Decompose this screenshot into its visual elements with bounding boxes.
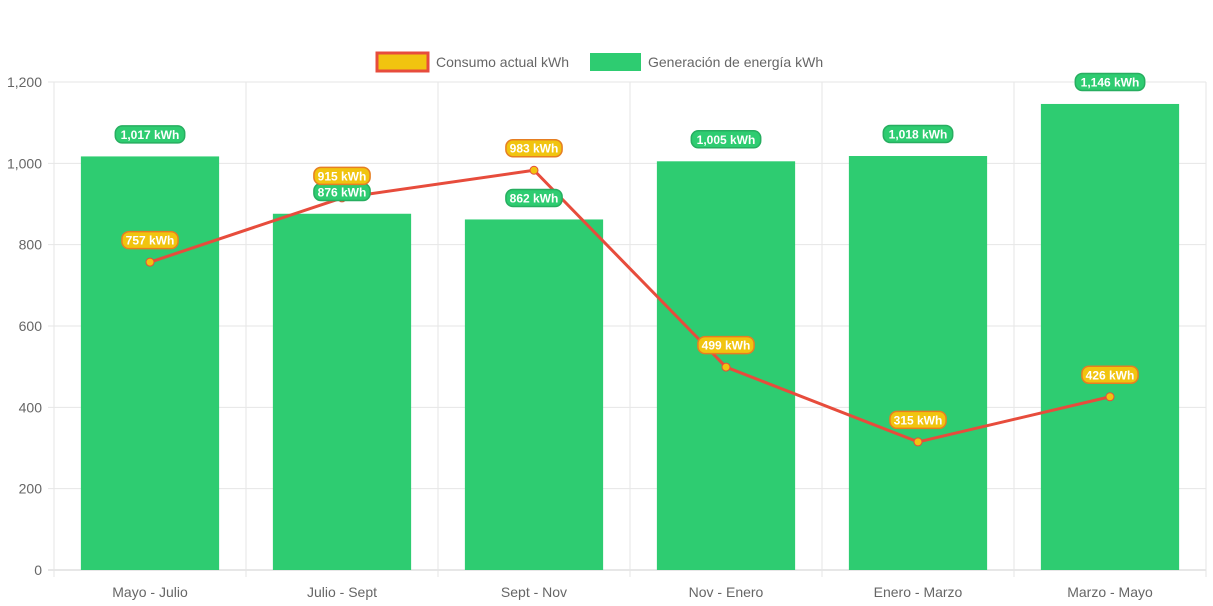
line-value-label-text: 426 kWh — [1086, 368, 1135, 382]
line-consumo — [149, 168, 1111, 444]
line-value-label-bg — [505, 138, 563, 158]
bar-generacion[interactable] — [848, 156, 988, 570]
y-tick-label: 0 — [34, 562, 42, 578]
x-tick-label: Julio - Sept — [307, 584, 377, 600]
bar-generacion[interactable] — [272, 213, 412, 570]
line-value-label-text: 499 kWh — [702, 339, 751, 353]
bar-generacion[interactable] — [1040, 103, 1180, 571]
bar-value-label: 1,146 kWh — [1074, 72, 1146, 92]
x-tick-label: Nov - Enero — [689, 584, 764, 600]
line-value-label: 915 kWh — [313, 166, 371, 186]
legend-label-generacion[interactable]: Generación de energía kWh — [648, 54, 823, 70]
line-value-label: 426 kWh — [1081, 365, 1139, 385]
bar-value-label: 862 kWh — [505, 188, 563, 208]
bar-value-label-text: 862 kWh — [510, 192, 559, 206]
grid-layer — [48, 81, 1207, 577]
bar-value-label-bg — [114, 125, 186, 144]
line-value-label-text: 915 kWh — [318, 169, 367, 183]
bar-value-label: 876 kWh — [313, 182, 371, 202]
y-tick-label: 400 — [19, 399, 43, 415]
y-tick-label: 800 — [19, 237, 43, 253]
y-tick-label: 1,000 — [7, 155, 42, 171]
legend: Consumo actual kWh Generación de energía… — [375, 51, 823, 73]
line-value-label-bg — [889, 410, 947, 430]
x-tick-label: Mayo - Julio — [112, 584, 188, 600]
bar-value-label-bg — [505, 188, 563, 208]
legend-swatch-consumo[interactable] — [375, 51, 430, 73]
bar-value-label: 1,005 kWh — [690, 130, 762, 149]
line-value-label-text: 983 kWh — [510, 142, 559, 156]
point-consumo[interactable] — [721, 362, 731, 372]
point-consumo[interactable] — [145, 257, 155, 267]
line-value-label: 983 kWh — [505, 138, 563, 158]
y-tick-label: 200 — [19, 481, 43, 497]
line-value-label: 499 kWh — [697, 335, 755, 355]
bar-value-label-text: 876 kWh — [318, 186, 367, 200]
bar-value-label-text: 1,017 kWh — [121, 128, 180, 142]
legend-label-consumo[interactable]: Consumo actual kWh — [436, 54, 569, 70]
point-consumo[interactable] — [529, 165, 539, 175]
line-value-label-text: 315 kWh — [894, 413, 943, 427]
line-value-label-text: 757 kWh — [126, 234, 175, 248]
bar-value-label-bg — [690, 130, 762, 149]
x-tick-label: Marzo - Mayo — [1067, 584, 1153, 600]
bar-generacion[interactable] — [464, 219, 604, 570]
axis-layer: 0 200 400 600 800 1,000 1,200 Mayo - Julio Julio… — [7, 74, 1153, 600]
y-tick-label: 600 — [19, 318, 43, 334]
line-value-label: 315 kWh — [889, 410, 947, 430]
x-tick-label: Enero - Marzo — [874, 584, 963, 600]
y-tick-label: 1,200 — [7, 74, 42, 90]
legend-swatch-generacion[interactable] — [590, 53, 641, 71]
bar-value-label-bg — [1074, 72, 1146, 92]
bar-value-label-text: 1,018 kWh — [889, 128, 948, 142]
line-value-label: 757 kWh — [121, 230, 179, 250]
point-consumo[interactable] — [1105, 392, 1115, 402]
x-tick-label: Sept - Nov — [501, 584, 567, 600]
point-consumo[interactable] — [913, 437, 923, 447]
bar-value-label: 1,017 kWh — [114, 125, 186, 144]
bar-value-label-text: 1,146 kWh — [1081, 75, 1140, 89]
bar-value-label: 1,018 kWh — [882, 124, 954, 144]
bar-value-label-bg — [882, 124, 954, 144]
line-value-label-bg — [697, 335, 755, 355]
bar-value-label-text: 1,005 kWh — [697, 133, 756, 147]
bar-generacion[interactable] — [80, 156, 220, 571]
line-value-label-bg — [1081, 365, 1139, 385]
data-label-layer: 1,017 kWh 876 kWh 862 kWh 1,005 kWh 1,018 kW… — [114, 72, 1146, 430]
line-value-label-bg — [313, 166, 371, 186]
line-value-label-bg — [121, 230, 179, 250]
